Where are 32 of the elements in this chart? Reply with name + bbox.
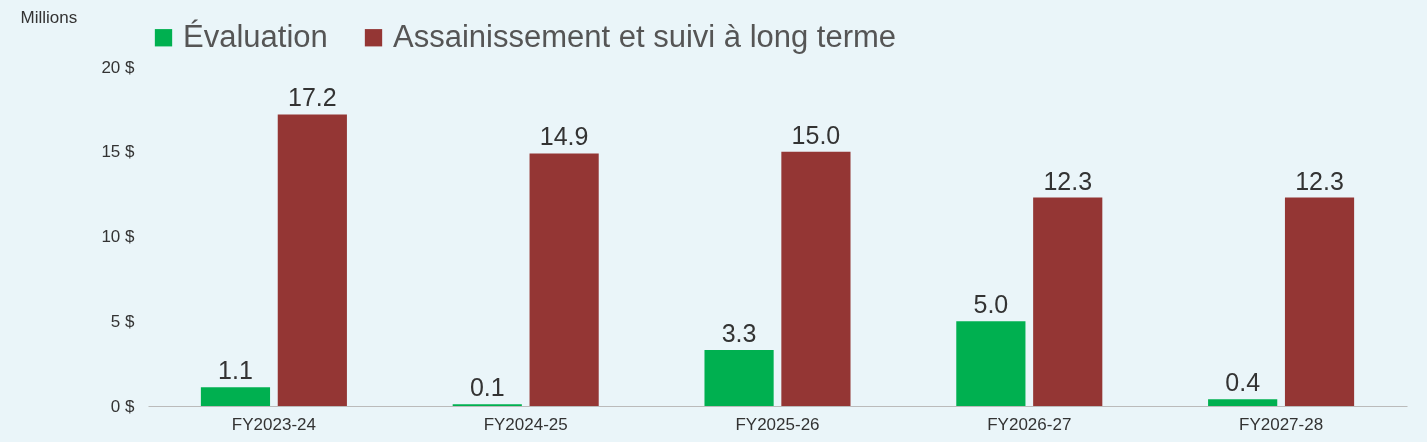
y-axis-title: Millions — [20, 7, 78, 27]
bar — [200, 387, 271, 406]
x-tick-label: FY2024-25 — [483, 414, 568, 434]
x-tick-label: FY2026-27 — [987, 414, 1072, 434]
data-label: 14.9 — [539, 122, 589, 151]
x-tick-label: FY2025-26 — [735, 414, 820, 434]
y-tick-label: 5 $ — [110, 311, 136, 331]
y-tick-label: 10 $ — [101, 227, 136, 246]
data-label: 5.0 — [973, 290, 1009, 319]
y-tick-label: 20 $ — [101, 57, 136, 77]
bar — [704, 350, 774, 406]
legend-label: Évaluation — [183, 18, 328, 54]
y-tick-label: 15 $ — [101, 142, 136, 162]
x-tick-label: FY2023-24 — [231, 414, 316, 434]
bar — [956, 321, 1026, 406]
bar — [529, 153, 599, 406]
data-label: 12.3 — [1295, 166, 1344, 195]
bar — [1033, 197, 1103, 406]
data-label: 3.3 — [721, 319, 757, 348]
data-label: 12.3 — [1043, 166, 1093, 195]
bar — [1208, 399, 1278, 406]
data-label: 0.4 — [1225, 368, 1261, 397]
data-label: 15.0 — [791, 120, 841, 149]
y-tick-label: 0 $ — [110, 396, 136, 416]
data-label: 0.1 — [469, 373, 505, 402]
bar — [781, 151, 851, 406]
x-tick-label: FY2027-28 — [1239, 414, 1324, 434]
data-label: 17.2 — [288, 83, 337, 112]
bar — [277, 114, 347, 406]
data-label: 1.1 — [218, 356, 253, 385]
legend-label: Assainissement et suivi à long terme — [393, 18, 897, 54]
bar — [1284, 197, 1355, 406]
